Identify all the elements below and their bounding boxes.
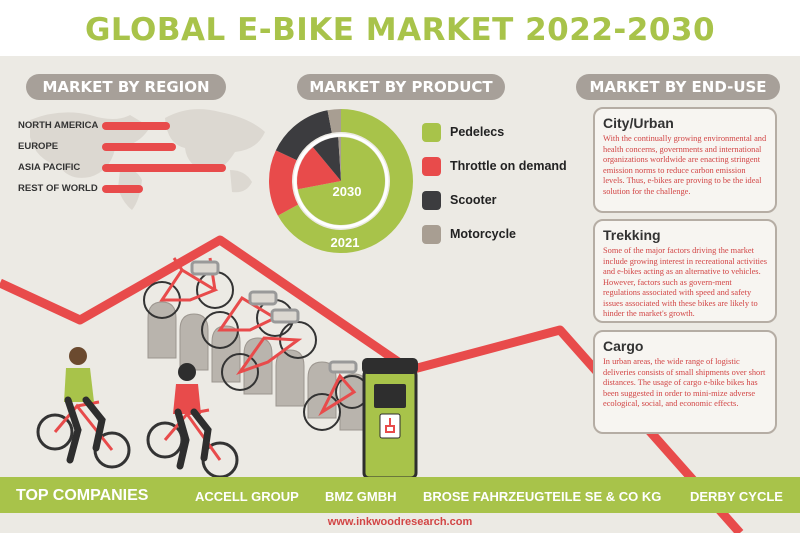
legend-swatch [422,225,441,244]
legend-swatch [422,191,441,210]
company-bmz: BMZ GMBH [325,489,397,504]
company-brose: BROSE FAHRZEUGTEILE SE & CO KG [423,489,662,504]
donut-outer-label: 2021 [330,235,360,250]
end-use-card-city: City/Urban With the continually growing … [593,107,777,213]
donut-ring-2021 [269,109,413,253]
region-bar [102,122,170,130]
parked-bike-icon [303,360,369,431]
donut-inner-label: 2030 [332,184,362,199]
trend-line [0,235,744,533]
charging-station-icon [362,358,418,480]
card-text: Some of the major factors driving the ma… [603,246,767,318]
parked-bike-icon [221,308,317,391]
legend-label: Scooter [450,193,497,207]
section-pill-end-use: MARKET BY END-USE [576,74,780,100]
footer-band [0,477,800,513]
donut-slice [297,137,385,225]
end-use-card-cargo: Cargo In urban areas, the wide range of … [593,330,777,434]
donut-slice [277,109,413,253]
region-bar [102,185,143,193]
title-band [0,0,800,56]
card-title: Cargo [603,338,644,354]
region-label: EUROPE [18,141,59,152]
legend-label: Throttle on demand [450,159,567,173]
region-bar [102,164,226,172]
page-title: GLOBAL E-BIKE MARKET 2022-2030 [84,12,716,48]
donut-slice [338,137,341,181]
donut-slice [275,110,332,161]
donut-slice [327,109,341,133]
section-pill-product: MARKET BY PRODUCT [297,74,505,100]
source-url[interactable]: www.inkwoodresearch.com [327,516,473,528]
footer-heading: TOP COMPANIES [16,487,149,504]
region-label: ASIA PACIFIC [18,162,81,173]
legend-label: Motorcycle [450,227,516,241]
card-text: In urban areas, the wide range of logist… [603,357,766,408]
card-text: With the continually growing environment… [603,134,767,196]
company-derby: DERBY CYCLE [690,489,783,504]
parked-bike-icon [143,257,234,319]
donut-divider [293,133,389,229]
product-donut-chart [269,109,413,253]
region-label: NORTH AMERICA [18,120,99,131]
donut-slice [269,150,299,216]
rider-man-icon [36,347,131,469]
legend-label: Pedelecs [450,125,505,139]
legend-swatch [422,157,441,176]
donut-slice [312,137,341,181]
card-title: Trekking [603,227,661,243]
donut-ring-2030 [297,137,385,225]
region-bar [102,143,176,151]
card-title: City/Urban [603,115,674,131]
section-pill-region: MARKET BY REGION [26,74,226,100]
donut-slice [297,147,341,190]
region-label: REST OF WORLD [18,183,98,194]
end-use-card-trekking: Trekking Some of the major factors drivi… [593,219,777,323]
company-accell: ACCELL GROUP [195,489,299,504]
legend-swatch [422,123,441,142]
